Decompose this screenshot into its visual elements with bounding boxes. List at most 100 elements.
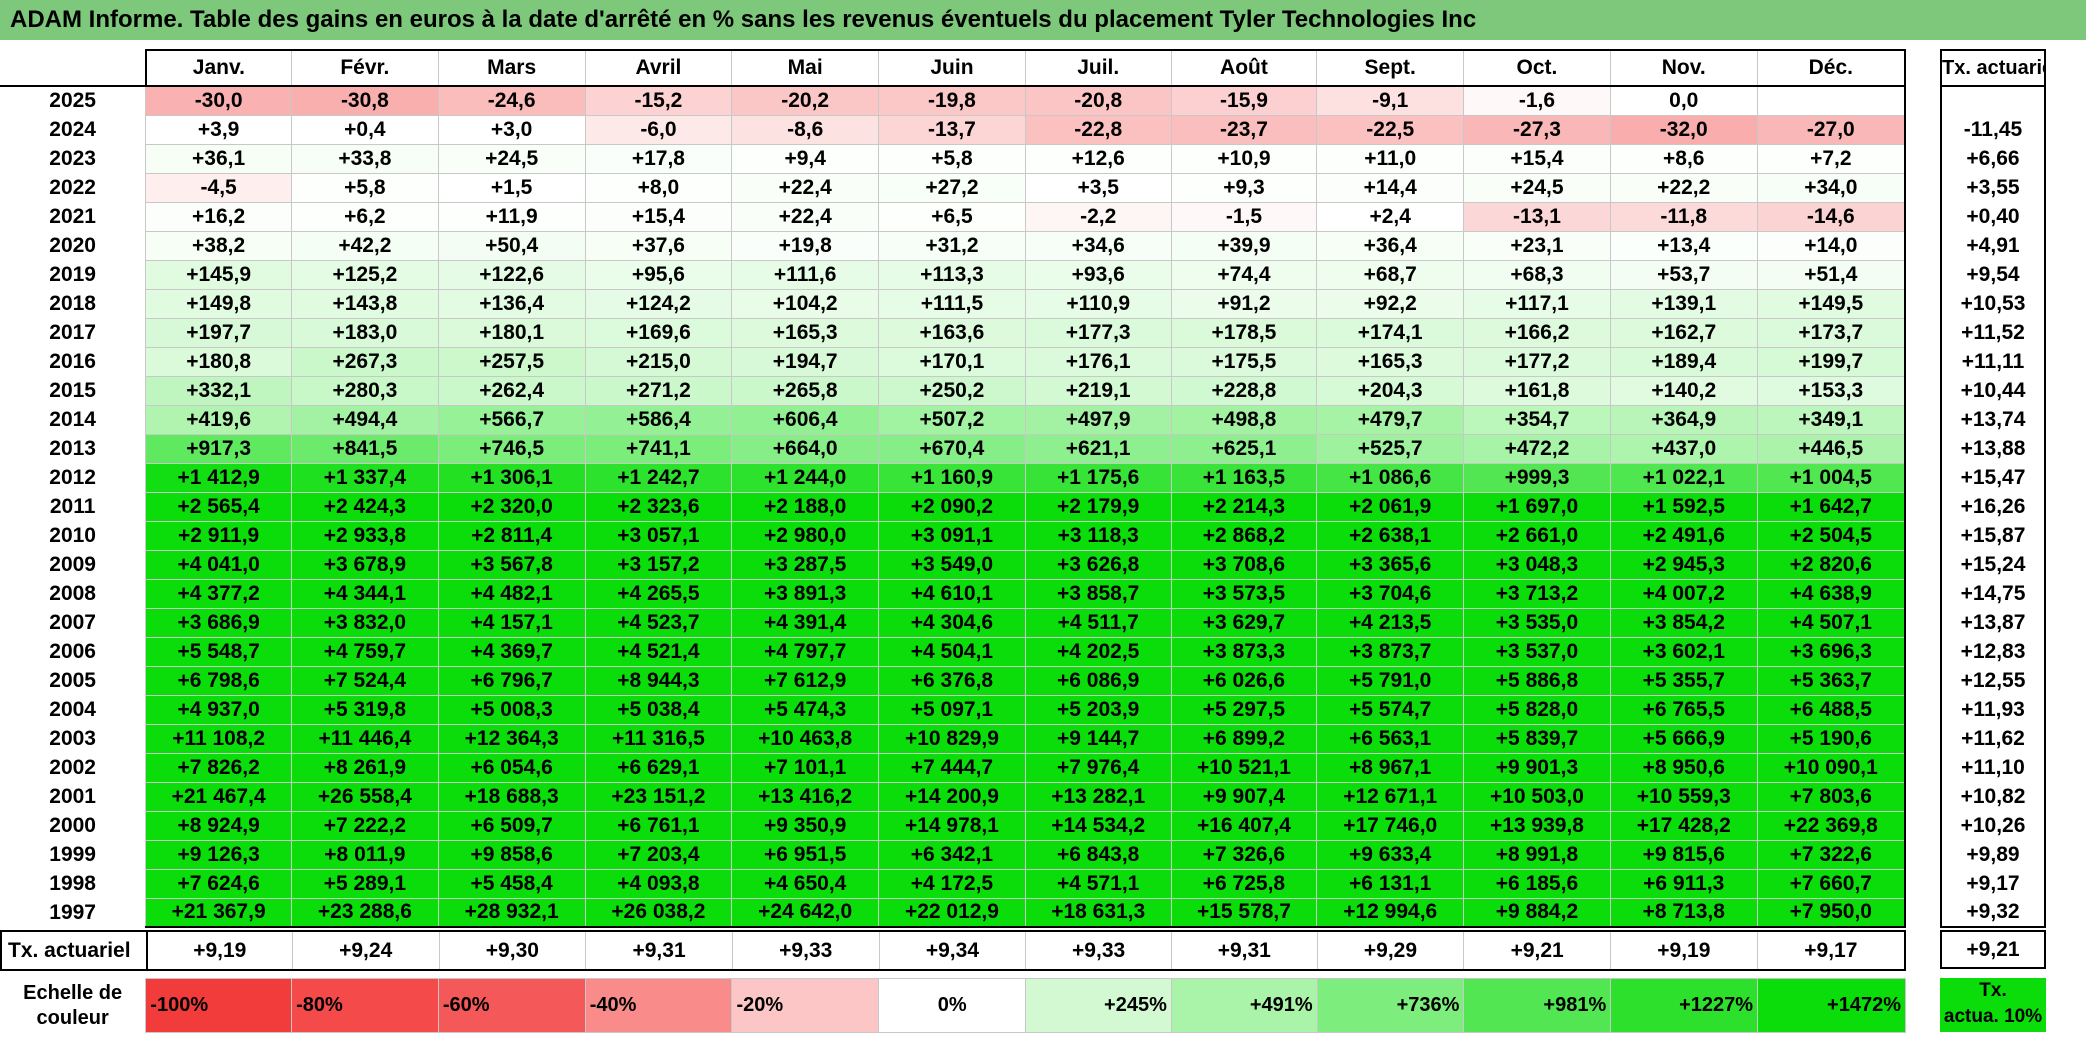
year-label: 2019: [49, 262, 96, 286]
tx-actuariel-value: +6,66: [1940, 144, 2046, 173]
gain-cell: +4 377,2: [145, 578, 292, 609]
color-scale-step: +1472%: [1757, 978, 1906, 1033]
year-row: 2003 +11 108,2 +11 446,4 +12 364,3 +11 316,5…: [0, 723, 1906, 754]
gain-cell: +265,8: [731, 375, 880, 406]
gain-cell: +5 791,0: [1316, 665, 1465, 696]
gain-cell: +163,6: [878, 317, 1026, 348]
tx-row: +11,10: [1940, 753, 2046, 782]
gain-cell: -20,2: [731, 85, 880, 116]
gain-cell: +14 534,2: [1024, 810, 1172, 841]
gain-cell: +3 832,0: [291, 607, 439, 638]
year-row: 2006 +5 548,7 +4 759,7 +4 369,7 +4 521,4 +4 7…: [0, 636, 1906, 667]
gain-cell: +1 642,7: [1756, 491, 1906, 522]
gain-cell: +8 950,6: [1609, 752, 1758, 783]
gain-cell: +5 839,7: [1463, 723, 1611, 754]
gain-cell: +162,7: [1609, 317, 1758, 348]
gain-cell: +92,2: [1316, 288, 1465, 319]
year-row: 2007 +3 686,9 +3 832,0 +4 157,1 +4 523,7 +4 3…: [0, 607, 1906, 638]
gain-cell: +2 661,0: [1463, 520, 1611, 551]
gain-cell: +5 190,6: [1756, 723, 1906, 754]
gain-cell: -1,6: [1463, 85, 1611, 116]
gain-cell: +6 765,5: [1609, 694, 1758, 725]
tx-actuariel-value: [1940, 86, 2046, 115]
gain-cell: +68,3: [1463, 259, 1611, 290]
year-row: 1999 +9 126,3 +8 011,9 +9 858,6 +7 203,4 +6 9…: [0, 839, 1906, 870]
gain-cell: +177,3: [1024, 317, 1172, 348]
gain-cell: -27,3: [1463, 114, 1611, 145]
tx-row: +11,52: [1940, 318, 2046, 347]
gain-cell: +15,4: [584, 201, 733, 232]
gain-cell: +19,8: [731, 230, 880, 261]
gain-cell: +17 746,0: [1316, 810, 1465, 841]
footer-tx-cell: +9,30: [438, 930, 587, 971]
gain-cell: +10 090,1: [1756, 752, 1906, 783]
gain-cell: +7 826,2: [145, 752, 292, 783]
gain-cell: +3 626,8: [1024, 549, 1172, 580]
gain-cell: +174,1: [1316, 317, 1465, 348]
gain-cell: +8 991,8: [1463, 839, 1611, 870]
month-header: Févr.: [291, 49, 439, 87]
tx-actuariel-header: Tx. actuariel: [1940, 49, 2046, 87]
gain-cell: +2 911,9: [145, 520, 292, 551]
tx-row: +14,75: [1940, 579, 2046, 608]
gain-cell: +6 796,7: [437, 665, 586, 696]
gain-cell: +15 578,7: [1170, 897, 1318, 928]
tx-row: +10,53: [1940, 289, 2046, 318]
gain-cell: -30,8: [291, 85, 439, 116]
gain-cell: +117,1: [1463, 288, 1611, 319]
tx-actuariel-value: +13,88: [1940, 434, 2046, 463]
gain-cell: +3 858,7: [1024, 578, 1172, 609]
gain-cell: +2 945,3: [1609, 549, 1758, 580]
color-scale-step: -40%: [584, 978, 733, 1033]
gain-cell: +17 428,2: [1609, 810, 1758, 841]
gain-cell: -14,6: [1756, 201, 1906, 232]
gain-cell: +5 458,4: [437, 868, 586, 899]
color-scale-row: Echelle de couleur -100% -80% -60% -40% -20%…: [0, 978, 1906, 1033]
gain-cell: +6 629,1: [584, 752, 733, 783]
gain-cell: +5 548,7: [145, 636, 292, 667]
tx-actuariel-value: +11,11: [1940, 347, 2046, 376]
tx-actuariel-value: +11,93: [1940, 695, 2046, 724]
gain-cell: +4 638,9: [1756, 578, 1906, 609]
gain-cell: +3,5: [1024, 172, 1172, 203]
gain-cell: +999,3: [1463, 462, 1611, 493]
gain-cell: +6 911,3: [1609, 868, 1758, 899]
gain-cell: +4 344,1: [291, 578, 439, 609]
gain-cell: +3 873,7: [1316, 636, 1465, 667]
gain-cell: +10 521,1: [1170, 752, 1318, 783]
gain-cell: +204,3: [1316, 375, 1465, 406]
gain-cell: +5 574,7: [1316, 694, 1465, 725]
month-header: Déc.: [1756, 49, 1906, 87]
gain-cell: -23,7: [1170, 114, 1318, 145]
gain-cell: +91,2: [1170, 288, 1318, 319]
gain-cell: +6 488,5: [1756, 694, 1906, 725]
month-header: Janv.: [144, 49, 292, 87]
report-title: ADAM Informe. Table des gains en euros à…: [0, 0, 2086, 40]
gain-cell: +8,0: [584, 172, 733, 203]
gains-table: Janv. Févr. Mars Avril Mai Juin Juil. Août Sept.…: [0, 49, 1906, 928]
gain-cell: +74,4: [1170, 259, 1318, 290]
gain-cell: +38,2: [145, 230, 292, 261]
gain-cell: +6,5: [878, 201, 1026, 232]
gain-cell: +841,5: [291, 433, 439, 464]
gain-cell: +153,3: [1756, 375, 1906, 406]
gain-cell: -15,2: [584, 85, 733, 116]
gain-cell: +1,5: [437, 172, 586, 203]
gain-cell: +8 924,9: [145, 810, 292, 841]
gain-cell: +7 624,6: [145, 868, 292, 899]
gain-cell: +2 061,9: [1316, 491, 1465, 522]
gain-cell: +143,8: [291, 288, 439, 319]
month-header: Août: [1170, 49, 1318, 87]
footer-label: Tx. actuariel: [0, 930, 148, 971]
gain-cell: +16,2: [145, 201, 292, 232]
gain-cell: +2 090,2: [878, 491, 1026, 522]
gain-cell: +3 708,6: [1170, 549, 1318, 580]
year-label: 2000: [49, 813, 96, 837]
gain-cell: +1 242,7: [584, 462, 733, 493]
gain-cell: +176,1: [1024, 346, 1172, 377]
tx-row: +15,24: [1940, 550, 2046, 579]
gain-cell: +280,3: [291, 375, 439, 406]
gain-cell: +1 412,9: [145, 462, 292, 493]
tx-row: +9,17: [1940, 869, 2046, 898]
year-label: 2004: [49, 697, 96, 721]
